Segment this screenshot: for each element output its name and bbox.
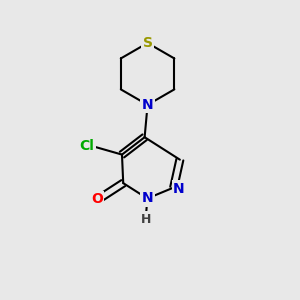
Text: Cl: Cl [79, 139, 94, 153]
Text: S: S [142, 36, 153, 50]
Text: N: N [142, 98, 153, 112]
Text: N: N [173, 182, 185, 196]
Text: O: O [91, 192, 103, 206]
Text: H: H [141, 213, 151, 226]
Text: N: N [142, 191, 153, 206]
